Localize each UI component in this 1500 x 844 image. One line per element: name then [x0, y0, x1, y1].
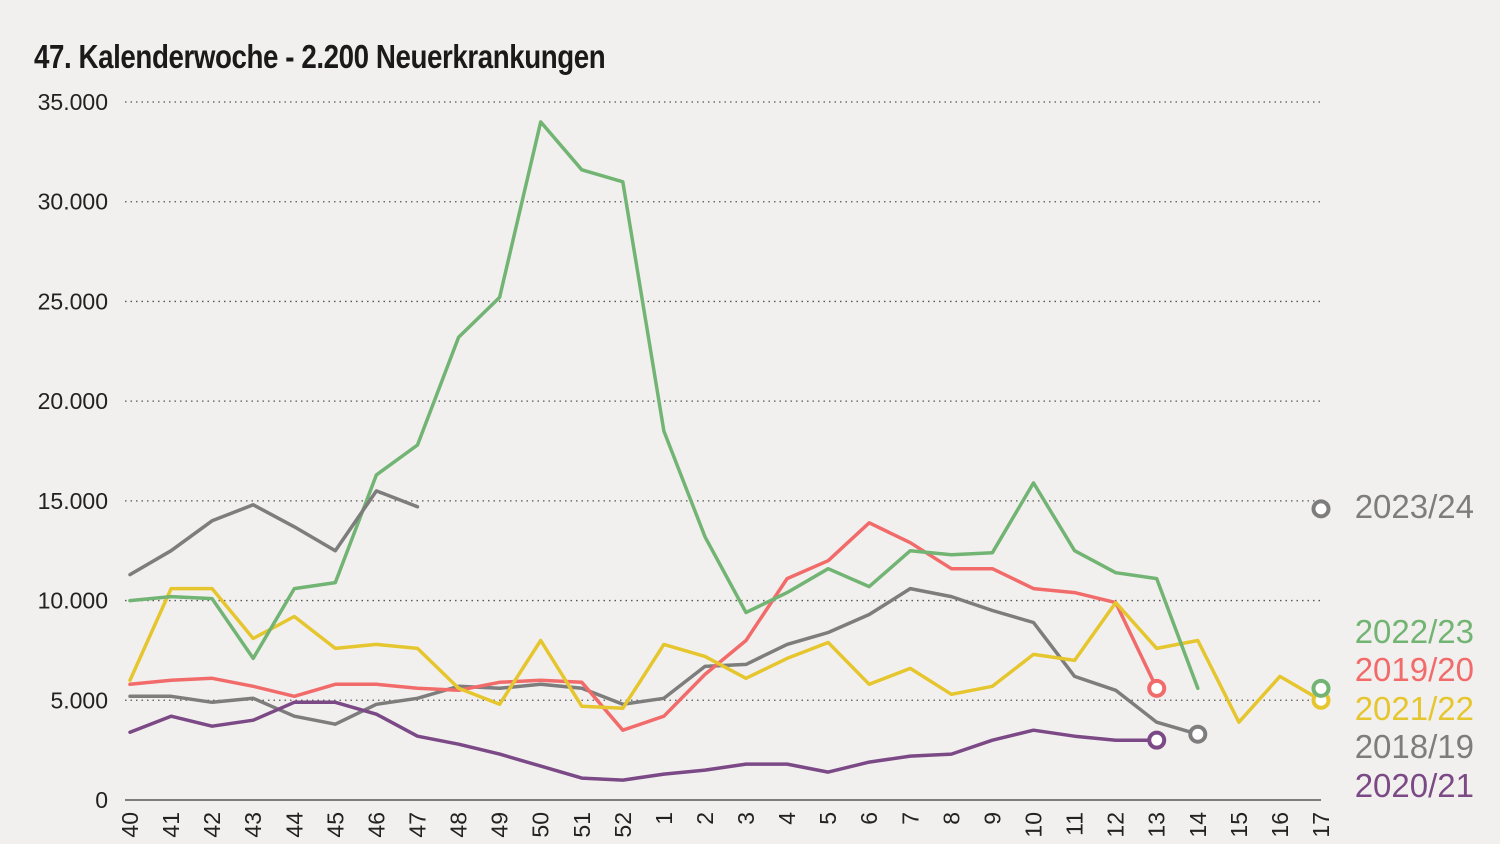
legend-label-2021-22: 2021/22: [1355, 690, 1474, 727]
x-tick-label: 50: [528, 812, 554, 838]
x-tick-label: 43: [240, 812, 266, 838]
x-tick-label: 17: [1308, 812, 1334, 838]
series-layer: [128, 120, 1323, 782]
y-tick-label: 35.000: [38, 89, 108, 115]
y-tick-label: 0: [95, 787, 108, 813]
end-markers: [1147, 499, 1331, 750]
x-tick-label: 2: [692, 812, 718, 825]
legend-label-2019-20: 2019/20: [1355, 651, 1474, 688]
series-line-2023-24: [128, 489, 420, 577]
x-tick-label: 10: [1021, 812, 1047, 838]
legend-label-2023-24: 2023/24: [1355, 488, 1474, 525]
end-marker-2018-19: [1188, 724, 1208, 744]
x-tick-label: 6: [856, 812, 882, 825]
x-tick-label: 52: [610, 812, 636, 838]
series-line-2019-20: [128, 521, 1159, 732]
legend: 2023/24 2022/232019/202021/222018/192020/…: [1355, 488, 1474, 804]
legend-label-2022-23: 2022/23: [1355, 613, 1474, 650]
series-line-2022-23: [128, 120, 1200, 691]
series-line-2021-22: [128, 586, 1323, 724]
x-tick-label: 40: [117, 812, 143, 838]
x-tick-label: 11: [1062, 812, 1088, 836]
end-marker-2020-21: [1147, 730, 1167, 750]
x-tick-label: 1: [651, 812, 677, 825]
x-tick-label: 12: [1103, 812, 1129, 838]
x-tick-label: 9: [979, 812, 1005, 825]
y-tick-label: 5.000: [50, 687, 108, 713]
y-tick-label: 30.000: [38, 189, 108, 215]
x-tick-label: 48: [446, 812, 472, 838]
x-axis-ticks: 40 41 42 43 44 45 46 47 48 49 50 51 52 1 2 3 4 5 6 7 8 9 10 11 1…: [117, 812, 1334, 838]
x-tick-label: 3: [733, 812, 759, 825]
x-tick-label: 44: [281, 812, 307, 838]
x-tick-label: 47: [404, 812, 430, 838]
x-tick-label: 7: [897, 812, 923, 825]
y-axis-ticks: 0 5.000 10.000 15.000 20.000 25.000 30.000 35.0…: [38, 89, 108, 813]
x-tick-label: 14: [1185, 812, 1211, 838]
x-tick-label: 4: [774, 812, 800, 825]
end-marker-2023-24: [1311, 499, 1331, 519]
x-tick-label: 42: [199, 812, 225, 838]
legend-label-2020-21: 2020/21: [1355, 767, 1474, 804]
y-tick-label: 15.000: [38, 488, 108, 514]
end-marker-2019-20: [1147, 678, 1167, 698]
y-tick-label: 10.000: [38, 588, 108, 614]
x-tick-label: 45: [322, 812, 348, 838]
series-line-2020-21: [128, 700, 1159, 782]
end-marker-2022-23: [1311, 678, 1331, 698]
x-tick-label: 8: [938, 812, 964, 825]
series-line-2018-19: [128, 586, 1200, 736]
x-tick-label: 49: [487, 812, 513, 838]
y-tick-label: 20.000: [38, 388, 108, 414]
legend-label-2018-19: 2018/19: [1355, 728, 1474, 765]
y-tick-label: 25.000: [38, 288, 108, 314]
x-tick-label: 5: [815, 812, 841, 825]
x-tick-label: 16: [1267, 812, 1293, 838]
chart-title: 47. Kalenderwoche - 2.200 Neuerkrankunge…: [34, 38, 606, 75]
x-tick-label: 41: [158, 812, 184, 838]
grid-layer: [125, 101, 1321, 801]
x-tick-label: 15: [1226, 812, 1252, 838]
x-tick-label: 46: [363, 812, 389, 838]
x-tick-label: 51: [569, 812, 595, 838]
x-tick-label: 13: [1144, 812, 1170, 838]
